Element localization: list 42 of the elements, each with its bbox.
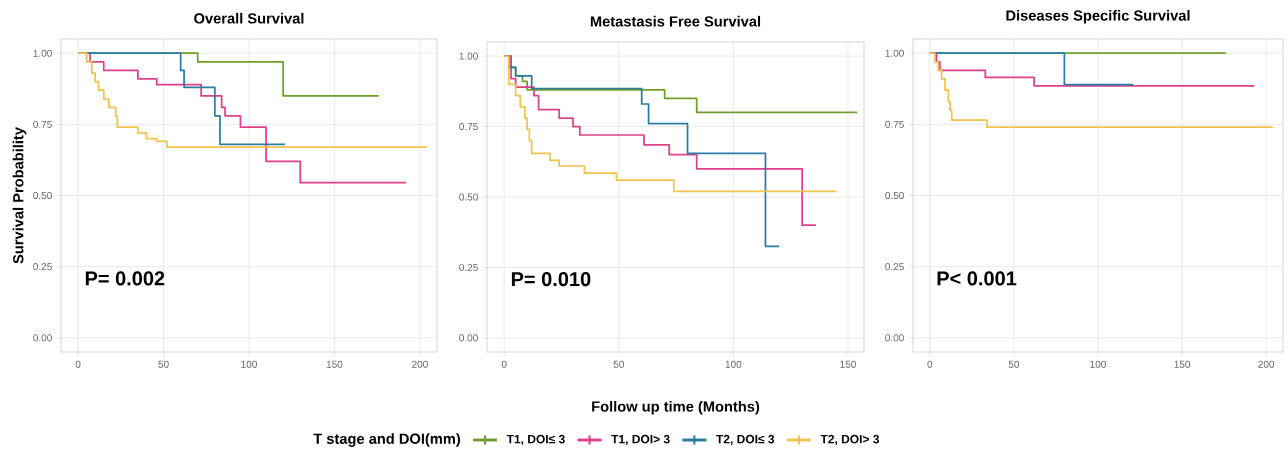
y-tick-label: 1.00 xyxy=(885,49,904,57)
x-axis-title: Follow up time (Months) xyxy=(592,400,760,415)
x-tick-label: 50 xyxy=(158,360,169,368)
y-tick-label: 0.25 xyxy=(33,263,52,271)
y-tick-label: 1.00 xyxy=(459,52,478,60)
legend-label: T2, DOI≤ 3 xyxy=(716,434,775,446)
x-tick-label: 50 xyxy=(1008,360,1020,368)
annotation: P= 0.002 xyxy=(85,271,165,286)
y-tick-label: 0.00 xyxy=(33,334,52,342)
y-tick-label: 0.25 xyxy=(459,263,478,271)
annotation: P< 0.001 xyxy=(937,271,1017,286)
x-tick-label: 100 xyxy=(241,360,257,368)
chart-title: Metastasis Free Survival xyxy=(590,15,761,27)
chart-title: Diseases Specific Survival xyxy=(1006,9,1190,24)
x-tick-label: 0 xyxy=(501,360,507,368)
y-axis-title: Survival Probability xyxy=(12,127,27,264)
y-tick-label: 0.25 xyxy=(885,263,904,271)
x-tick-label: 100 xyxy=(725,360,742,368)
x-tick-label: 50 xyxy=(613,360,624,368)
legend-title: T stage and DOI(mm) xyxy=(313,433,461,447)
annotation: P= 0.010 xyxy=(511,272,591,287)
x-tick-label: 150 xyxy=(326,360,343,368)
y-tick-label: 0.50 xyxy=(33,191,52,200)
legend-label: T2, DOI> 3 xyxy=(820,434,880,446)
x-tick-label: 0 xyxy=(927,360,933,368)
y-tick-label: 0.00 xyxy=(459,334,478,342)
legend-label: T1, DOI≤ 3 xyxy=(506,434,565,446)
y-tick-label: 0.50 xyxy=(885,191,904,200)
y-tick-label: 0.00 xyxy=(885,334,904,342)
x-tick-label: 0 xyxy=(75,360,81,368)
y-tick-label: 0.75 xyxy=(459,123,478,131)
y-tick-label: 1.00 xyxy=(33,49,52,57)
y-tick-label: 0.75 xyxy=(885,120,904,128)
y-tick-label: 0.75 xyxy=(33,120,52,128)
chart-title: Overall Survival xyxy=(194,12,304,24)
x-tick-label: 150 xyxy=(1174,360,1191,368)
x-tick-label: 150 xyxy=(840,360,856,368)
x-tick-label: 200 xyxy=(1258,360,1275,368)
y-tick-label: 0.50 xyxy=(459,193,478,201)
x-tick-label: 200 xyxy=(412,360,428,368)
legend-label: T1, DOI> 3 xyxy=(611,434,670,446)
x-tick-label: 100 xyxy=(1090,360,1106,368)
